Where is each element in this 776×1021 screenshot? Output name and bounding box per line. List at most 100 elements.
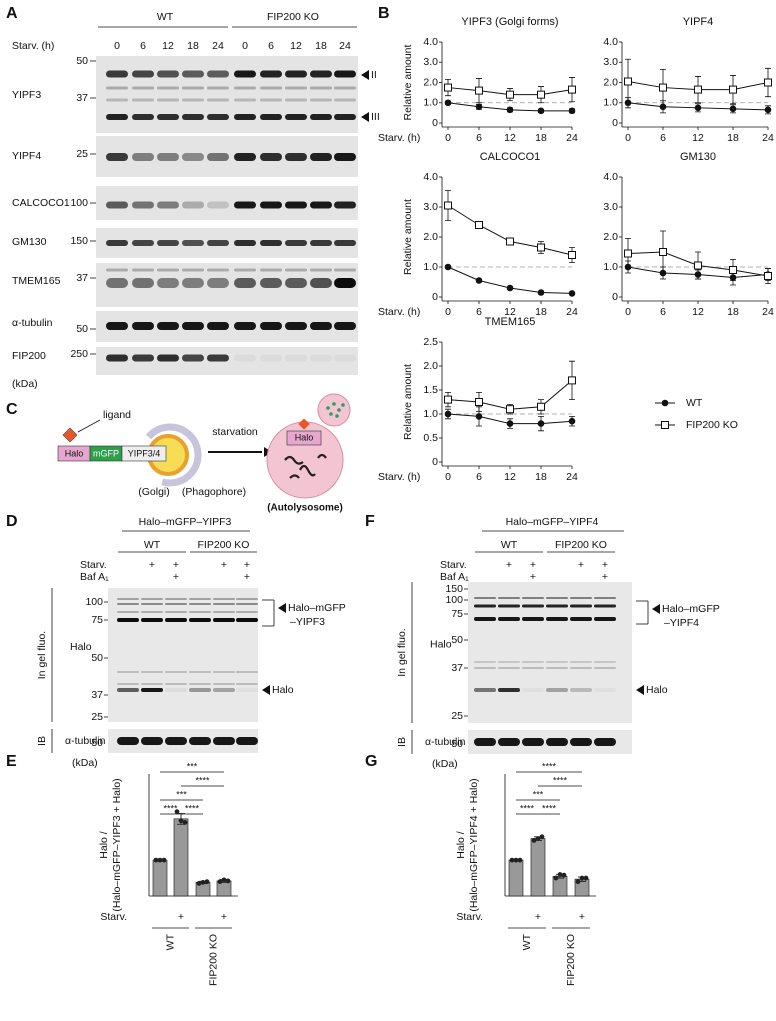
data-dot [153,857,159,863]
condition-mark: + [530,571,536,583]
blot-band [236,688,258,692]
blot-band [285,322,307,330]
blot-band [157,268,179,272]
group-label: FIP200 KO [267,11,319,23]
panel-letter: A [6,5,18,22]
blot-band [207,98,229,102]
data-dot [200,879,206,885]
condition-label: Baf A₁ [80,571,109,583]
diagram-label: (Phagophore) [182,486,246,498]
data-dot [553,875,559,881]
axis-label: Starv. (h) [12,40,54,52]
data-dot [509,857,515,863]
blot-band [189,598,211,600]
x-tick-label: 12 [504,306,516,318]
blot-band [236,683,258,685]
time-label: 18 [315,40,327,52]
cargo-dot [341,403,345,407]
group-label: WT [501,539,518,551]
bar [530,838,546,897]
blot-band [310,240,332,246]
blot-band [570,661,592,663]
blot-band [213,688,235,692]
significance-label: **** [195,775,210,785]
condition-label: Starv. [440,559,467,571]
blot [96,56,358,133]
x-axis-label: Starv. (h) [378,306,420,318]
condition-mark: + [173,559,179,571]
blot-band [310,278,332,288]
blot-band [285,354,307,362]
blot-band [310,322,332,330]
blot-band [132,98,154,102]
blot-band [165,603,187,605]
bar [173,818,189,897]
blot-band [474,597,496,599]
y-tick-label: 0.5 [423,432,438,444]
condition-mark: + [506,559,512,571]
blot-band [207,201,229,209]
data-point [506,106,514,114]
data-point [694,104,702,112]
y-axis-label: (Halo–mGFP–YIPF3 + Halo) [111,778,123,911]
mw-marker: 25 [451,710,463,722]
method-label: IB [36,736,48,746]
condition-label: Baf A₁ [440,571,469,583]
blot-band [141,688,163,692]
blot-band [236,611,258,613]
blot-label: FIP200 [12,350,46,362]
blot-label: TMEM165 [12,275,61,287]
probe-label: α-tubulin [65,735,106,747]
blot-band [207,268,229,272]
data-point [475,103,483,111]
data-point [694,85,702,94]
time-label: 0 [114,40,120,52]
blot-band [117,598,139,600]
blot-band [106,98,128,102]
x-tick-label: 6 [476,306,482,318]
mw-marker: 100 [85,596,103,608]
chart-title: CALCOCO1 [480,151,541,163]
condition-mark: + [602,571,608,583]
blot-band [498,661,520,663]
x-tick-label: 0 [445,471,451,483]
significance-label: **** [163,803,178,813]
data-point [444,395,452,404]
blot-band [334,240,356,246]
blot-band [236,618,258,622]
blot-band [207,240,229,246]
mw-marker: 100 [70,197,88,209]
blot-band [213,598,235,600]
mw-marker: 50 [451,738,463,750]
data-point [659,103,667,111]
blot-band [117,671,139,673]
blot-label: CALCOCO1 [12,197,70,209]
blot-band [141,737,163,745]
y-tick-label: 1.0 [603,97,618,109]
x-axis-label: Starv. [456,911,483,923]
blot-band [522,667,544,669]
blot-band [182,70,204,78]
gel [108,588,258,722]
y-tick-label: 0 [432,291,438,303]
data-dot [174,809,180,815]
data-point [568,376,576,385]
y-tick-label: 2.5 [423,336,438,348]
blot-band [236,671,258,673]
blot-band [285,70,307,78]
y-tick-label: 4.0 [423,36,438,48]
blot-band [498,617,520,621]
blot-band [334,153,356,161]
blot-band [234,153,256,161]
blot-band [141,611,163,613]
cargo-dot [329,412,333,416]
time-label: 12 [290,40,302,52]
fragment [299,464,316,477]
blot-band [498,597,520,599]
blot-band [117,683,139,685]
blot-label: GM130 [12,236,47,248]
condition-mark: + [578,559,584,571]
y-axis-label: (Halo–mGFP–YIPF4 + Halo) [468,778,480,911]
data-dot [196,881,202,886]
mw-marker: 75 [91,614,103,626]
